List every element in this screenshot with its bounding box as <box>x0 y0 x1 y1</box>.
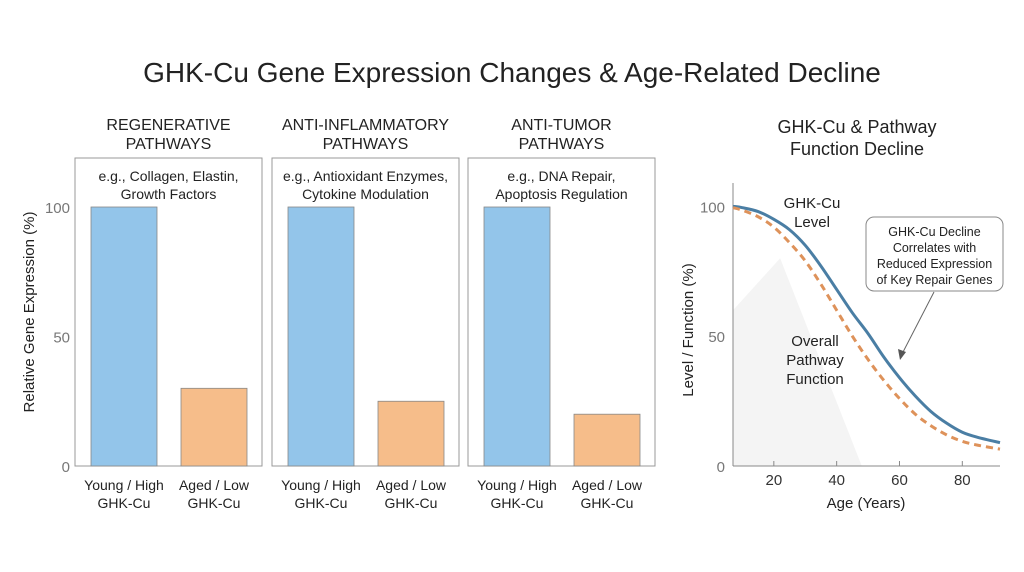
x-category-label: GHK-Cu <box>581 495 634 511</box>
panel-title: PATHWAYS <box>126 136 212 153</box>
panel-title: ANTI-INFLAMMATORY <box>282 117 449 134</box>
annotation-text: Reduced Expression <box>877 257 992 271</box>
x-category-label: GHK-Cu <box>188 495 241 511</box>
series-label: Pathway <box>786 352 844 369</box>
panel-title: REGENERATIVE <box>106 117 230 134</box>
y-tick-label: 50 <box>53 330 70 347</box>
bar-charts: 0 50 100 Relative Gene Expression (%) REGENE… <box>21 117 656 511</box>
x-tick-label: 80 <box>954 472 971 489</box>
x-category-label: Young / High <box>477 477 557 493</box>
bar-panel: ANTI-TUMOR PATHWAYS e.g., DNA Repair, Apopt… <box>467 117 656 511</box>
y-tick-label: 100 <box>700 199 725 216</box>
line-chart-title: Function Decline <box>790 139 924 159</box>
panel-title: PATHWAYS <box>323 136 409 153</box>
bar <box>180 387 248 467</box>
annotation-text: Correlates with <box>893 241 976 255</box>
series-label: Level <box>794 214 830 231</box>
arrow-head-icon <box>898 349 906 360</box>
y-axis-label: Relative Gene Expression (%) <box>21 212 38 413</box>
panel-note: e.g., DNA Repair, <box>507 168 615 184</box>
bar <box>377 400 445 467</box>
y-tick-label: 100 <box>45 200 70 217</box>
x-category-label: Aged / Low <box>376 477 447 493</box>
line-chart-title: GHK-Cu & Pathway <box>777 117 936 137</box>
y-tick-label: 50 <box>708 329 725 346</box>
bar <box>90 206 158 467</box>
series-label: Function <box>786 371 844 388</box>
x-category-label: Young / High <box>281 477 361 493</box>
bar-panel: REGENERATIVE PATHWAYS e.g., Collagen, Elas… <box>74 117 263 511</box>
panel-note: Growth Factors <box>121 186 217 202</box>
annotation-text: of Key Repair Genes <box>876 273 992 287</box>
main-title: GHK-Cu Gene Expression Changes & Age-Rel… <box>143 57 881 88</box>
x-category-label: GHK-Cu <box>385 495 438 511</box>
panel-note: e.g., Collagen, Elastin, <box>98 168 238 184</box>
x-tick-label: 20 <box>765 472 782 489</box>
x-category-label: Aged / Low <box>572 477 643 493</box>
annotation-box <box>865 216 1004 292</box>
bar <box>287 206 355 467</box>
x-axis-label: Age (Years) <box>827 495 906 512</box>
x-category-label: GHK-Cu <box>491 495 544 511</box>
annotation-arrow <box>901 291 935 355</box>
ghk-cu-level-line <box>732 204 1001 445</box>
x-category-label: GHK-Cu <box>98 495 151 511</box>
background-shape <box>733 258 862 466</box>
bar <box>573 413 641 467</box>
x-category-label: Young / High <box>84 477 164 493</box>
panel-title: PATHWAYS <box>519 136 605 153</box>
panel-note: e.g., Antioxidant Enzymes, <box>283 168 448 184</box>
y-tick-label: 0 <box>717 459 725 476</box>
y-tick-label: 0 <box>62 459 70 476</box>
panel-note: Apoptosis Regulation <box>495 186 627 202</box>
bar <box>483 206 551 467</box>
x-tick-label: 60 <box>891 472 908 489</box>
series-label: Overall <box>791 333 839 350</box>
panel-frame <box>467 157 656 467</box>
y-axis-label: Level / Function (%) <box>680 263 697 396</box>
panel-title: ANTI-TUMOR <box>511 117 611 134</box>
annotation-text: GHK-Cu Decline <box>888 225 980 239</box>
x-category-label: Aged / Low <box>179 477 250 493</box>
x-category-label: GHK-Cu <box>295 495 348 511</box>
panel-note: Cytokine Modulation <box>302 186 429 202</box>
series-label: GHK-Cu <box>784 195 841 212</box>
panel-frame <box>271 157 460 467</box>
x-tick-label: 40 <box>828 472 845 489</box>
bar-panel: ANTI-INFLAMMATORY PATHWAYS e.g., Antioxida… <box>271 117 460 511</box>
pathway-function-line <box>732 206 1001 451</box>
panel-frame <box>74 157 263 467</box>
